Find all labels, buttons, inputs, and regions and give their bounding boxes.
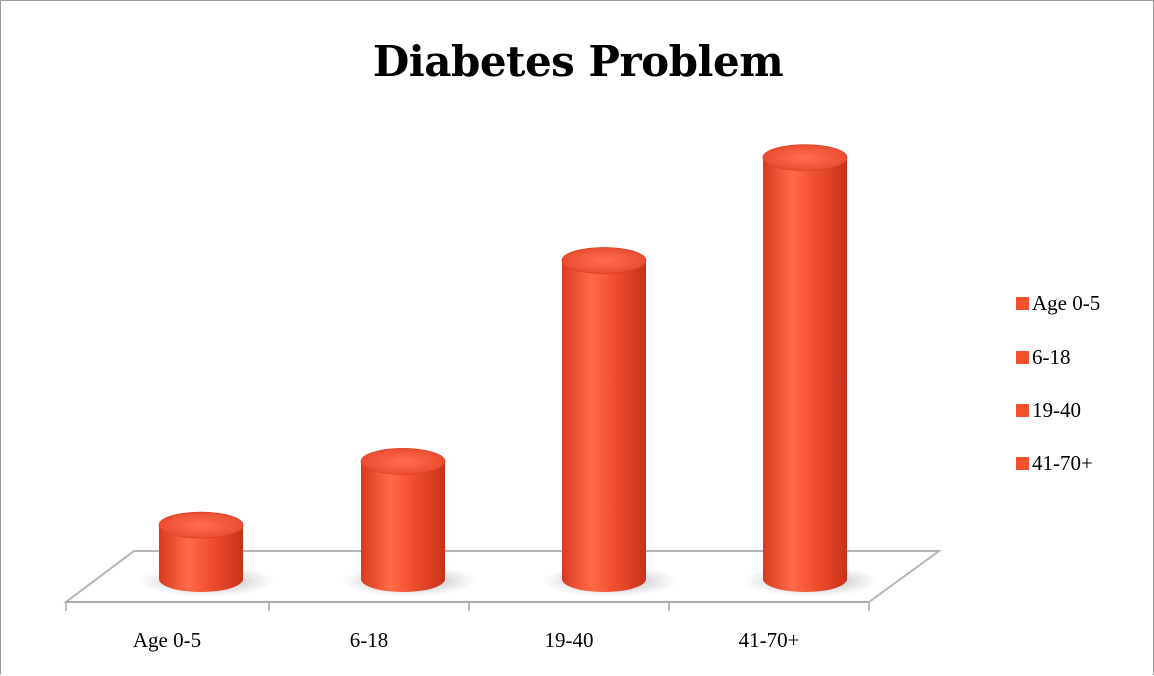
legend-item: 41-70+ [1016,451,1093,475]
legend-label: 6-18 [1032,345,1071,369]
bar-body [562,260,646,592]
legend-label: 41-70+ [1032,451,1093,475]
legend-item: 6-18 [1016,345,1071,369]
x-axis-labels: Age 0-5 6-18 19-40 41-70+ [133,628,800,652]
x-tick-label: 41-70+ [739,628,800,652]
bar-top [561,247,647,274]
x-tick-label: Age 0-5 [133,628,201,652]
x-tick-label: 19-40 [545,628,594,652]
bar-41-70+ [743,144,879,597]
legend-swatch [1016,351,1029,364]
chart-title: Diabetes Problem [372,37,784,86]
bar-Age 0-5 [139,511,275,597]
bar-body [159,525,243,592]
legend-label: Age 0-5 [1032,291,1100,315]
bar-6-18 [341,447,477,597]
legend: Age 0-5 6-18 19-40 41-70+ [1016,291,1100,475]
bar-19-40 [542,247,678,597]
legend-swatch [1016,297,1029,310]
x-axis-ticks [65,602,870,611]
bar-top [360,447,446,475]
bar-body [361,461,445,592]
x-tick-label: 6-18 [350,628,389,652]
legend-swatch [1016,404,1029,417]
bar-top [158,511,244,539]
legend-label: 19-40 [1032,398,1081,422]
bar-top [762,144,848,172]
legend-item: 19-40 [1016,398,1081,422]
legend-item: Age 0-5 [1016,291,1100,315]
bars-group [139,144,879,597]
legend-swatch [1016,457,1029,470]
bar-body [763,157,847,592]
